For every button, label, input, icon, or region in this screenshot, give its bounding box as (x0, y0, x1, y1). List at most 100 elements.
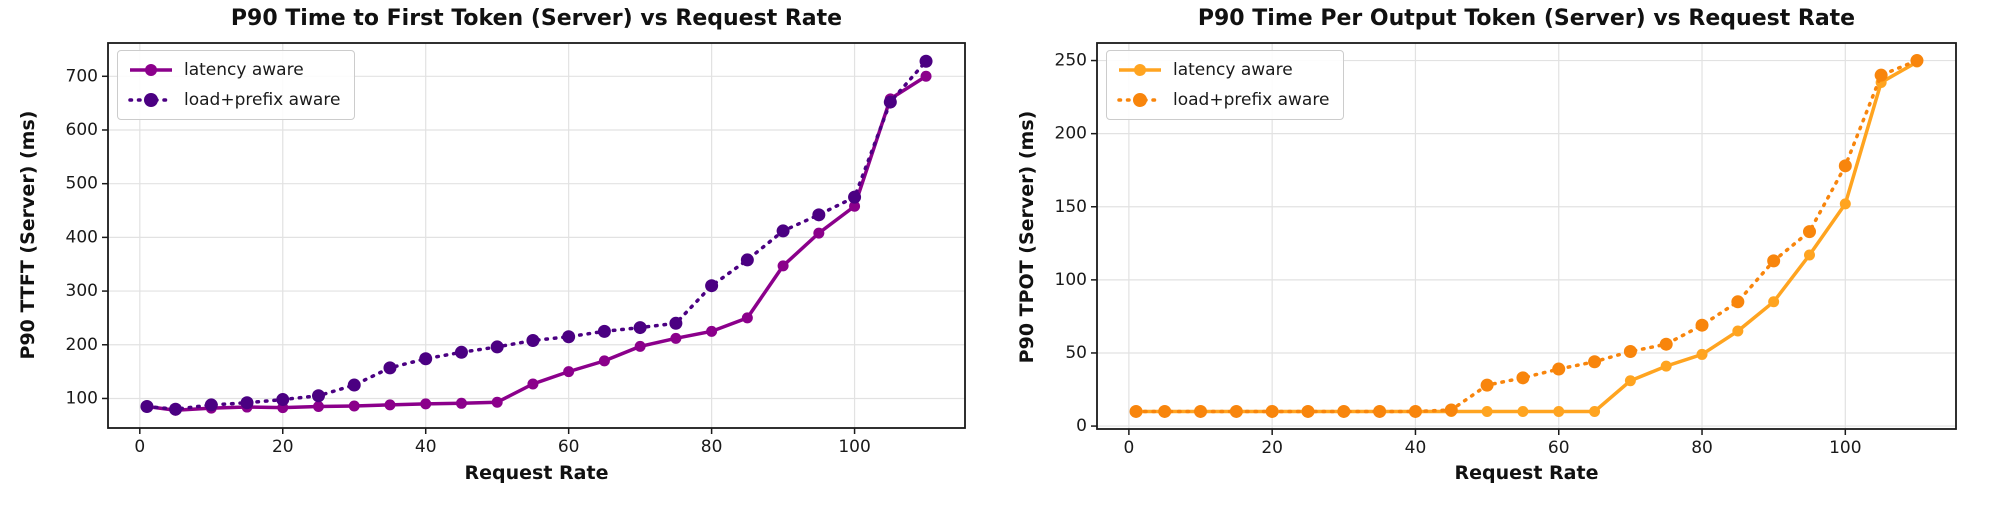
data-point (1408, 404, 1422, 418)
ttft-x-axis-label: Request Rate (464, 462, 609, 484)
data-point (812, 208, 826, 222)
y-tick-label: 100 (66, 388, 98, 408)
legend-item-load-prefix-aware: load+prefix aware (1117, 88, 1329, 112)
x-tick-label: 0 (1123, 438, 1134, 458)
legend-label: latency aware (184, 60, 304, 80)
data-point (634, 340, 646, 352)
x-tick-label: 100 (1829, 438, 1861, 458)
tpot-chart: 0 20 40 60 80 100 0 50 100 150 200 250 P90 Time Per… (1000, 0, 1999, 515)
data-point (1696, 348, 1708, 360)
legend-label: latency aware (1173, 60, 1293, 80)
y-tick-label: 100 (1055, 270, 1087, 290)
y-tick-label: 150 (1055, 197, 1087, 217)
data-point (1517, 405, 1529, 417)
data-point (420, 398, 432, 410)
x-tick-label: 80 (701, 437, 723, 457)
data-point (1373, 404, 1387, 418)
ttft-chart: 0 20 40 60 80 100 100 200 300 400 500 600 700 P90 Ti… (17, 6, 966, 484)
y-tick-label: 400 (66, 227, 98, 247)
data-point (1659, 337, 1673, 351)
legend-item-latency-aware: latency aware (128, 58, 340, 82)
data-point (598, 355, 610, 367)
tpot-x-axis-label: Request Rate (1454, 462, 1599, 484)
x-tick-label: 20 (1261, 438, 1283, 458)
x-tick-label: 40 (415, 437, 437, 457)
ttft-chart-title: P90 Time to First Token (Server) vs Requ… (230, 6, 843, 31)
x-tick-label: 20 (272, 437, 294, 457)
data-point (383, 361, 397, 375)
data-point (454, 345, 468, 359)
data-point (1910, 54, 1924, 68)
data-point (491, 396, 503, 408)
x-tick-label: 40 (1405, 438, 1427, 458)
data-point (776, 224, 790, 238)
x-tick-label: 80 (1691, 438, 1713, 458)
data-point (670, 332, 682, 344)
dotted-line-marker-icon (128, 93, 174, 107)
y-tick-label: 600 (66, 120, 98, 140)
data-point (1695, 318, 1709, 332)
legend-item-latency-aware: latency aware (1117, 58, 1329, 82)
tpot-plot-svg: 0 20 40 60 80 100 0 50 100 150 200 250 (1055, 42, 1957, 458)
data-point (527, 378, 539, 390)
data-point (347, 378, 361, 392)
data-point (777, 260, 789, 272)
x-tick-label: 60 (1548, 438, 1570, 458)
data-point (1301, 404, 1315, 418)
y-tick-label: 500 (66, 174, 98, 194)
data-point (563, 366, 575, 378)
data-point (240, 396, 254, 410)
data-point (919, 54, 933, 68)
data-point (562, 330, 576, 344)
data-point (1194, 404, 1208, 418)
x-tick-label: 60 (558, 437, 580, 457)
solid-line-marker-icon (1119, 64, 1161, 76)
y-tick-label: 200 (66, 335, 98, 355)
data-point (1229, 404, 1243, 418)
data-point (1480, 378, 1494, 392)
legend-item-load-prefix-aware: load+prefix aware (128, 88, 340, 112)
x-tick-label: 100 (838, 437, 870, 457)
data-point (669, 316, 683, 330)
data-point (311, 389, 325, 403)
data-point (1481, 405, 1493, 417)
legend-label: load+prefix aware (184, 90, 341, 110)
data-point (1732, 325, 1744, 337)
tpot-y-axis-label: P90 TPOT (Server) (ms) (1016, 110, 1038, 364)
plot-border (1096, 42, 1957, 430)
data-point (1803, 249, 1815, 261)
data-point (741, 312, 753, 324)
legend-label: load+prefix aware (1173, 90, 1330, 110)
data-point (1802, 225, 1816, 239)
data-point (455, 397, 467, 409)
data-point (140, 400, 154, 414)
ttft-y-axis-label: P90 TTFT (Server) (ms) (17, 110, 39, 360)
data-point (169, 402, 183, 416)
x-tick-label: 0 (134, 437, 145, 457)
series-line-load-prefix-aware (1134, 58, 1919, 414)
data-point (1552, 362, 1566, 376)
dotted-line-marker-icon (1117, 93, 1163, 107)
data-point (1874, 68, 1888, 82)
data-point (1623, 345, 1637, 359)
data-point (1660, 360, 1672, 372)
data-point (1129, 404, 1143, 418)
data-point (1444, 403, 1458, 417)
data-point (1839, 198, 1851, 210)
tpot-legend: latency aware load+prefix aware (1106, 50, 1345, 120)
data-point (849, 200, 861, 212)
y-tick-label: 0 (1076, 416, 1087, 436)
plot-border (107, 42, 966, 429)
data-point (1553, 405, 1565, 417)
series-line-latency-aware (146, 74, 927, 413)
data-point (312, 401, 324, 413)
data-point (1588, 355, 1602, 369)
data-point (1516, 371, 1530, 385)
data-point (1731, 295, 1745, 309)
data-point (1589, 405, 1601, 417)
data-point (384, 399, 396, 411)
data-point (597, 324, 611, 338)
data-point (633, 321, 647, 335)
data-point (1337, 404, 1351, 418)
